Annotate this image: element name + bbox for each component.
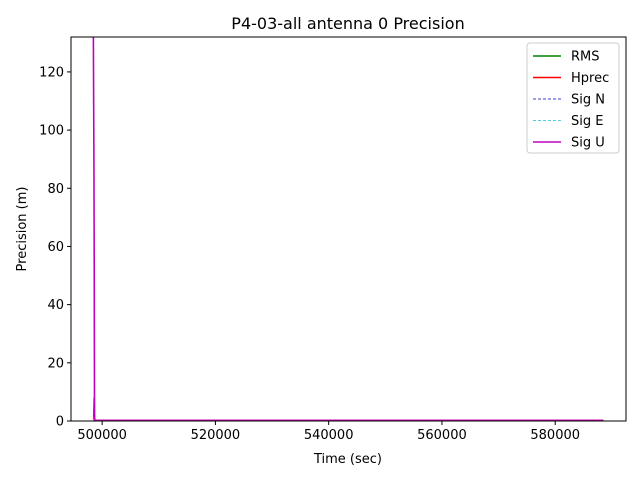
y-axis: 0 20 40 60 80 100 120 <box>39 65 71 430</box>
legend-label-rms: RMS <box>571 50 600 65</box>
legend-label-sig-u: Sig U <box>571 136 605 151</box>
x-tick-label: 580000 <box>530 428 580 443</box>
plot-frame <box>70 36 627 422</box>
x-tick-label: 540000 <box>304 428 354 443</box>
y-tick-label: 100 <box>39 124 64 139</box>
x-axis: 500000 520000 540000 560000 580000 <box>77 421 580 443</box>
y-tick-label: 20 <box>47 356 64 371</box>
series-line-sig-u <box>92 36 604 422</box>
y-tick-label: 40 <box>47 298 64 313</box>
legend-label-sig-e: Sig E <box>571 114 603 129</box>
x-tick-label: 560000 <box>417 428 467 443</box>
legend-label-sig-n: Sig N <box>571 93 605 108</box>
legend: RMS Hprec Sig N Sig E Sig U <box>526 42 620 154</box>
y-tick-label: 60 <box>47 240 64 255</box>
y-tick-label: 120 <box>39 65 64 80</box>
y-axis-label: Precision (m) <box>15 187 30 272</box>
legend-label-hprec: Hprec <box>571 71 609 86</box>
legend-box <box>526 42 620 154</box>
x-axis-label: Time (sec) <box>313 452 382 467</box>
y-tick-label: 0 <box>56 415 64 430</box>
chart-title: P4-03-all antenna 0 Precision <box>231 14 464 33</box>
y-tick-label: 80 <box>47 182 64 197</box>
x-tick-label: 500000 <box>77 428 127 443</box>
x-tick-label: 520000 <box>191 428 241 443</box>
